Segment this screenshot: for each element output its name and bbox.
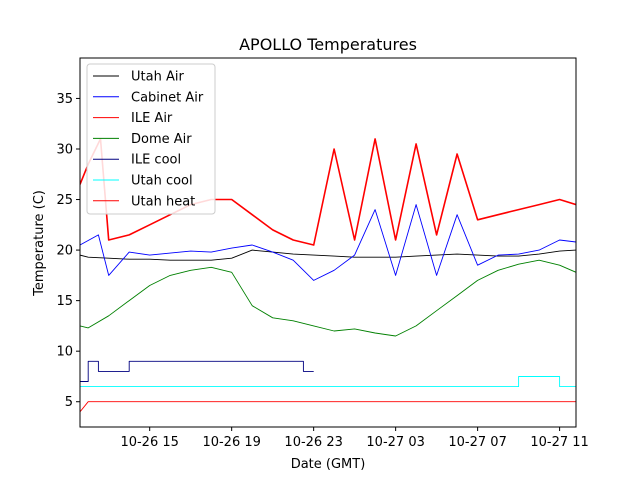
series-line-cabinet-air [80,204,576,281]
y-tick-label: 25 [56,193,73,208]
y-tick-label: 5 [65,395,73,410]
y-tick-label: 15 [56,294,73,309]
legend-label-dome-air: Dome Air [131,132,192,147]
series-line-dome-air [80,259,576,337]
y-tick-label: 30 [56,142,73,157]
series-line-utah-cool [80,376,576,388]
series-line-utah-air [80,249,576,261]
series-line-ile-cool [80,360,314,382]
y-tick-label: 20 [56,244,73,259]
y-axis: 5 10 15 20 25 30 35 [56,92,80,410]
x-tick-label: 10-26 15 [120,435,178,450]
legend-box [86,63,216,215]
series-line-utah-heat [80,401,576,413]
x-axis: 10-26 15 10-26 19 10-26 23 10-27 03 10-27 07… [120,427,589,450]
legend-label-utah-heat: Utah heat [131,194,195,209]
legend-label-cabinet-air: Cabinet Air [131,90,204,105]
legend-label-utah-cool: Utah cool [131,174,193,189]
x-tick-label: 10-27 11 [530,435,588,450]
y-axis-label: Temperature (C) [32,190,47,297]
series-line-ile-air [80,138,576,246]
x-tick-label: 10-26 19 [202,435,260,450]
legend-label-utah-air: Utah Air [131,70,184,85]
legend: Utah Air Cabinet Air ILE Air Dome Air ILE co… [86,63,216,215]
legend-label-ile-cool: ILE cool [131,153,181,168]
x-tick-label: 10-27 07 [448,435,506,450]
x-tick-label: 10-26 23 [284,435,342,450]
x-tick-label: 10-27 03 [366,435,424,450]
chart-title: APOLLO Temperatures [239,35,417,54]
plot-frame [79,57,577,428]
legend-label-ile-air: ILE Air [131,111,173,126]
y-tick-label: 10 [56,345,73,360]
x-axis-label: Date (GMT) [291,457,366,472]
series-layer [80,138,576,413]
y-tick-label: 35 [56,92,73,107]
